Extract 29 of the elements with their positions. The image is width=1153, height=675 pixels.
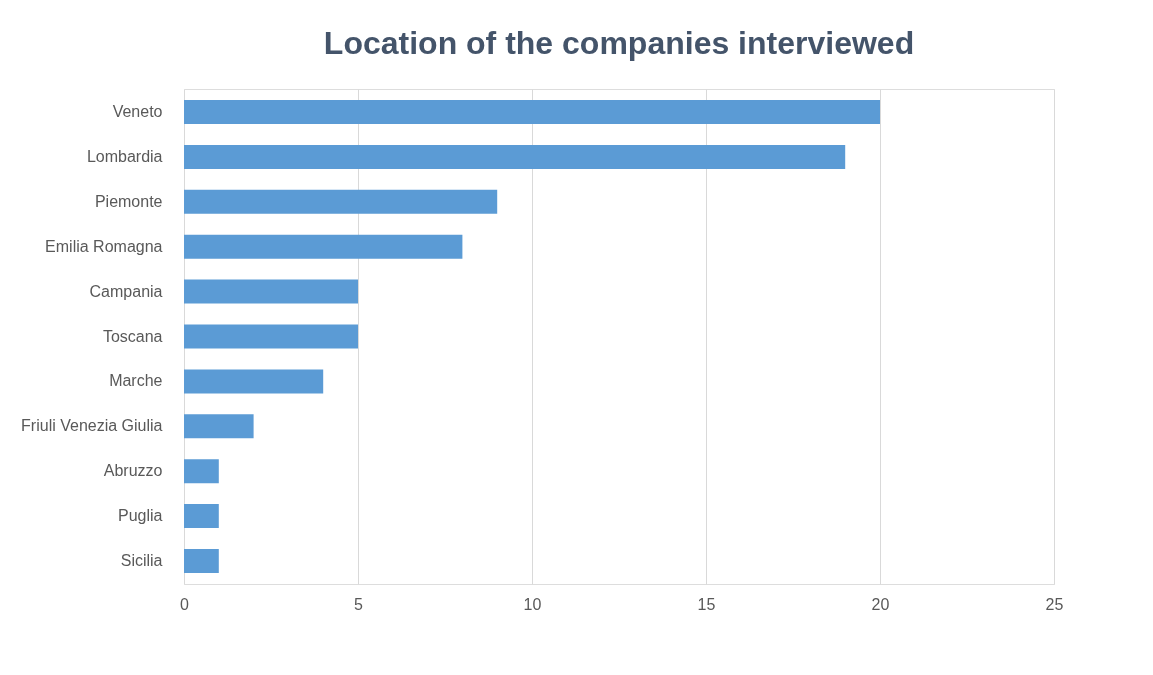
y-tick-label: Friuli Venezia Giulia: [21, 417, 163, 435]
bar: [184, 459, 219, 484]
y-tick-label: Toscana: [102, 327, 163, 345]
x-tick-label: 10: [523, 595, 542, 613]
x-tick-label: 5: [354, 595, 364, 613]
chart-title: Location of the companies interviewed: [323, 25, 915, 61]
x-tick-label: 25: [1045, 595, 1064, 613]
y-tick-label: Veneto: [112, 103, 163, 121]
bar: [184, 324, 358, 349]
bar: [184, 414, 254, 439]
bar: [184, 234, 463, 259]
y-tick-label: Emilia Romagna: [45, 237, 163, 255]
y-tick-label: Puglia: [118, 507, 163, 525]
bar: [184, 369, 324, 394]
y-tick-label: Campania: [89, 282, 163, 300]
y-tick-label: Piemonte: [94, 192, 163, 210]
bar: [184, 144, 846, 169]
bar: [184, 100, 880, 125]
y-tick-label: Marche: [109, 372, 163, 390]
bar: [184, 279, 358, 304]
x-tick-label: 0: [180, 595, 190, 613]
bar: [184, 504, 219, 529]
y-tick-label: Sicilia: [120, 551, 163, 569]
y-tick-label: Lombardia: [86, 147, 163, 165]
x-tick-label: 15: [697, 595, 716, 613]
x-tick-label: 20: [871, 595, 890, 613]
bar: [184, 548, 219, 573]
y-tick-label: Abruzzo: [103, 462, 163, 480]
bar: [184, 189, 498, 214]
